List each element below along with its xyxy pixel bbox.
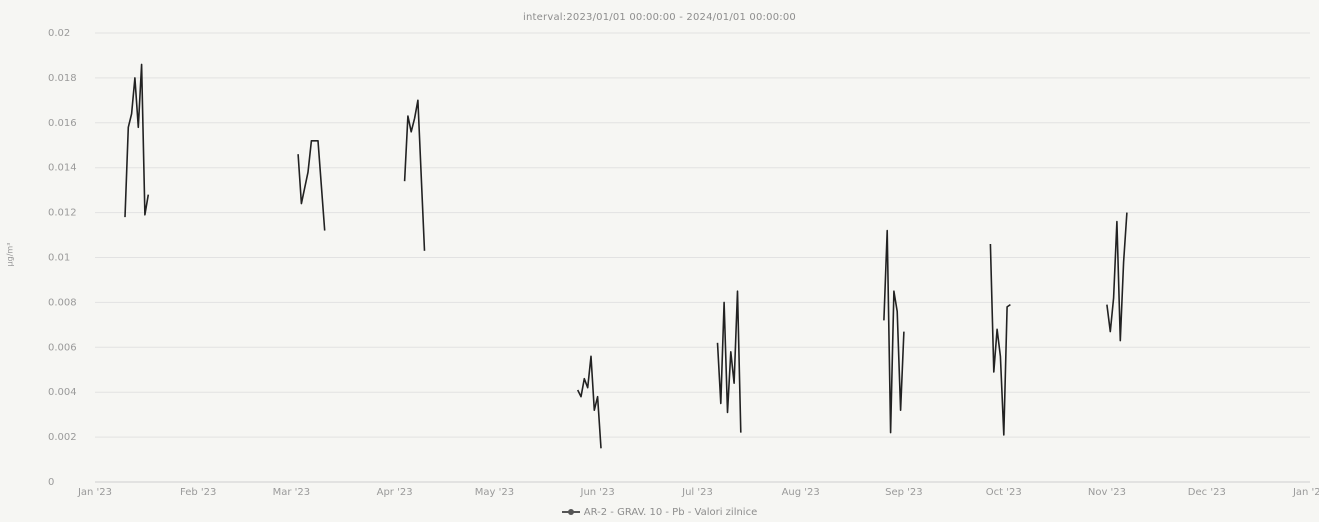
y-tick-label: 0.002 <box>48 432 77 443</box>
chart-legend[interactable]: AR-2 - GRAV. 10 - Pb - Valori zilnice <box>0 507 1319 518</box>
y-axis-label: µg/m³ <box>5 242 15 267</box>
y-tick-label: 0.014 <box>48 163 77 174</box>
y-tick-label: 0.012 <box>48 208 77 219</box>
x-tick-label: Jul '23 <box>681 487 713 498</box>
y-tick-label: 0.006 <box>48 342 77 353</box>
y-tick-label: 0.018 <box>48 73 77 84</box>
x-tick-label: Dec '23 <box>1188 487 1226 498</box>
series-line-segment <box>883 229 905 434</box>
series-line-segment <box>297 140 326 231</box>
y-tick-label: 0.008 <box>48 297 77 308</box>
series-line-segment <box>716 290 742 433</box>
x-tick-label: Sep '23 <box>885 487 923 498</box>
series-line-segment <box>124 63 150 218</box>
y-tick-label: 0.016 <box>48 118 77 129</box>
series-line-segment <box>989 243 1011 436</box>
x-tick-label: Jun '23 <box>580 487 615 498</box>
legend-series-label: AR-2 - GRAV. 10 - Pb - Valori zilnice <box>583 507 758 518</box>
x-tick-label: Nov '23 <box>1088 487 1126 498</box>
y-tick-label: 0.004 <box>48 387 77 398</box>
y-tick-label: 0.01 <box>48 253 70 264</box>
legend-swatch <box>561 509 580 515</box>
x-tick-label: Jan '24 <box>1292 487 1319 498</box>
x-tick-label: Apr '23 <box>377 487 413 498</box>
x-tick-label: Jan '23 <box>77 487 112 498</box>
y-tick-label: 0 <box>48 477 54 488</box>
x-tick-label: Feb '23 <box>180 487 216 498</box>
series-line-segment <box>1106 212 1128 342</box>
x-tick-label: Mar '23 <box>273 487 311 498</box>
series-line-segment <box>576 355 602 449</box>
x-tick-label: Oct '23 <box>986 487 1022 498</box>
x-tick-label: Aug '23 <box>782 487 820 498</box>
x-tick-label: May '23 <box>475 487 514 498</box>
chart-title: interval:2023/01/01 00:00:00 - 2024/01/0… <box>523 12 796 23</box>
y-tick-label: 0.02 <box>48 28 70 39</box>
series-line-segment <box>403 99 426 251</box>
